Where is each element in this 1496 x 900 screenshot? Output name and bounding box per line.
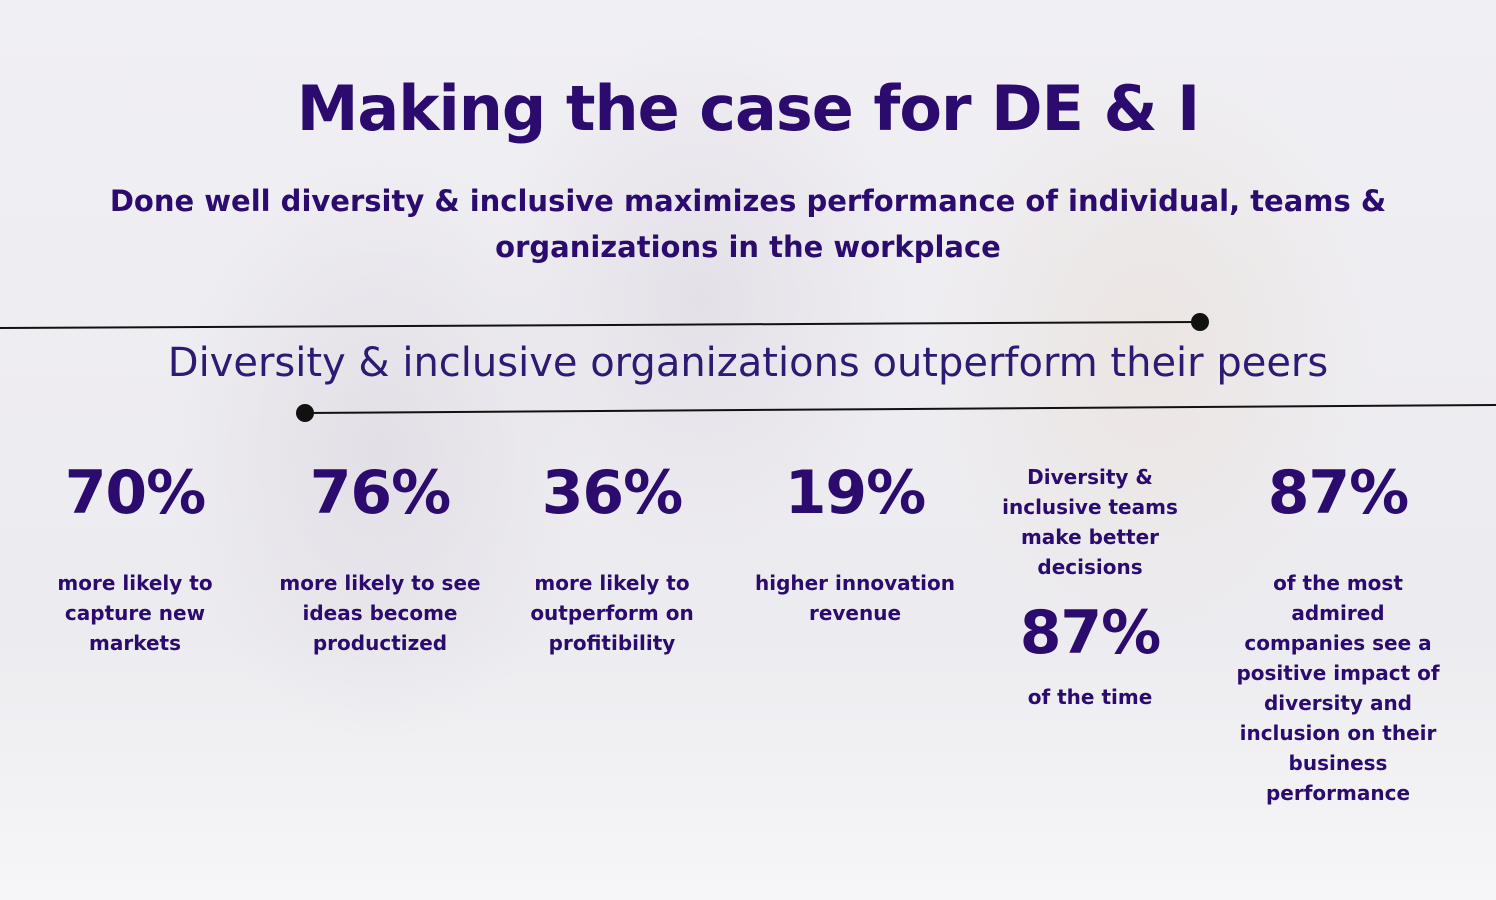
- divider-dot: [1191, 313, 1209, 331]
- stat-value: 76%: [309, 458, 452, 528]
- subtitle: Done well diversity & inclusive maximize…: [109, 184, 1387, 264]
- divider-line: [0, 321, 1201, 329]
- stat-value: 70%: [64, 458, 207, 528]
- stat-lead: Diversity & inclusive teams make better …: [1002, 465, 1178, 579]
- stat-text: of the time: [1027, 685, 1153, 709]
- stat-text: more likely to outperform on profitibili…: [530, 571, 694, 655]
- stat-value: 87%: [1019, 598, 1162, 668]
- stat-value: 36%: [541, 458, 684, 528]
- divider-line: [304, 404, 1496, 414]
- stat-value: 19%: [784, 458, 927, 528]
- divider-dot: [296, 404, 314, 422]
- stat-text: of the most admired companies see a posi…: [1236, 571, 1440, 805]
- title: Making the case for DE & I: [296, 72, 1201, 145]
- stat-text: higher innovation revenue: [754, 571, 956, 625]
- section-heading: Diversity & inclusive organizations outp…: [167, 340, 1329, 386]
- stat-text: more likely to see ideas become producti…: [279, 571, 481, 655]
- stat-value: 87%: [1267, 458, 1410, 528]
- stat-text: more likely to capture new markets: [57, 571, 213, 655]
